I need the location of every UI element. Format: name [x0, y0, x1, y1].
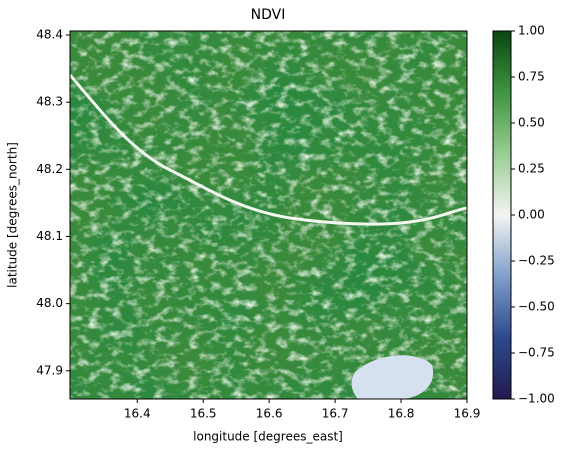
colorbar-tick-label: −1.00	[518, 392, 555, 406]
y-tick-label: 48.4	[36, 28, 63, 42]
raster-image	[70, 31, 467, 399]
y-tick-label: 48.3	[36, 95, 63, 109]
y-axis-label: latitude [degrees_north]	[6, 142, 20, 288]
x-tick-label: 16.7	[322, 407, 349, 421]
y-tick-label: 48.2	[36, 162, 63, 176]
axes-frame	[69, 30, 468, 400]
y-tick-label: 47.9	[36, 363, 63, 377]
colorbar-tick-label: 1.00	[518, 24, 545, 38]
colorbar-tick-label: −0.75	[518, 346, 555, 360]
x-tick-label: 16.5	[190, 407, 217, 421]
x-tick-label: 16.6	[256, 407, 283, 421]
y-tick-label: 48.1	[36, 229, 63, 243]
x-tick-label: 16.4	[124, 407, 151, 421]
x-axis-label: longitude [degrees_east]	[193, 430, 343, 444]
chart-title: NDVI	[251, 7, 286, 23]
x-tick-label: 16.9	[454, 407, 481, 421]
colorbar-tick-label: 0.00	[518, 208, 545, 222]
colorbar-tick-label: −0.25	[518, 254, 555, 268]
colorbar-tick-label: 0.25	[518, 162, 545, 176]
colorbar-tick-label: 0.50	[518, 116, 545, 130]
colorbar-tick-label: −0.50	[518, 300, 555, 314]
lake	[351, 355, 434, 399]
colorbar	[492, 30, 512, 400]
river	[70, 74, 467, 226]
x-tick-label: 16.8	[388, 407, 415, 421]
colorbar-tick-label: 0.75	[518, 70, 545, 84]
y-tick-label: 48.0	[36, 296, 63, 310]
